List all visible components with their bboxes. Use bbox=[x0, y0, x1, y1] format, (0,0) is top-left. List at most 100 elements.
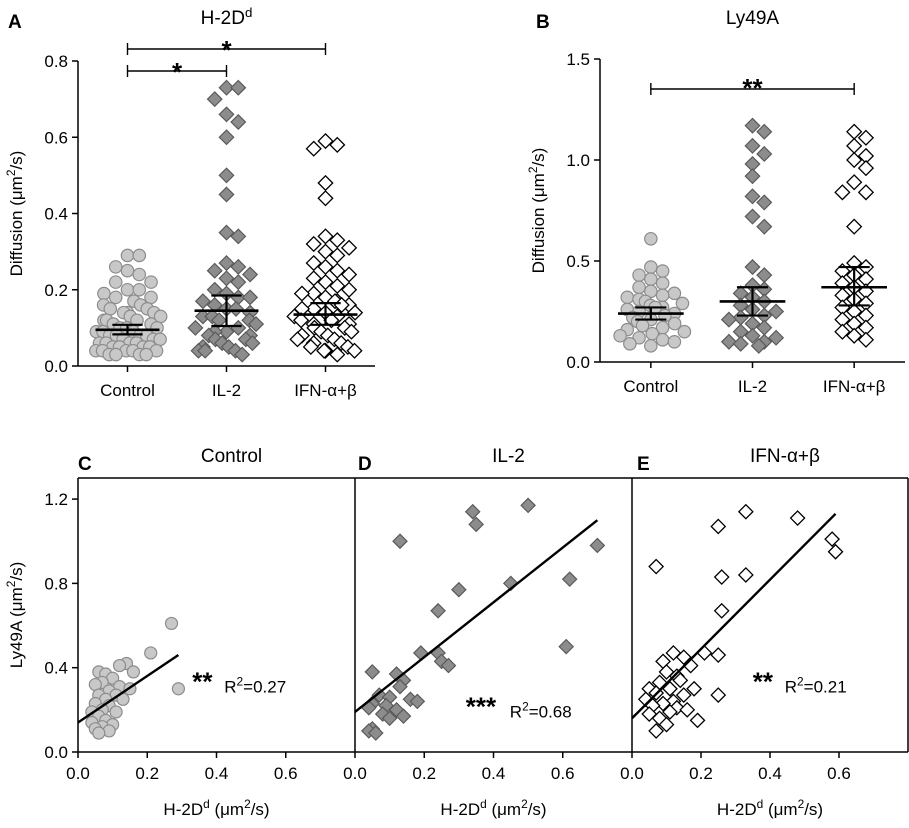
data-point bbox=[655, 332, 670, 347]
data-point bbox=[103, 302, 118, 316]
x-axis-label: H-2Dd (μm2/s) bbox=[440, 797, 546, 819]
data-point bbox=[658, 716, 675, 733]
x-tick-label: 0.4 bbox=[482, 764, 506, 783]
panel-d: 0.0 0.2 0.4 0.6H-2Dd (μm2/s)D IL-2*** R2=0.68 bbox=[343, 446, 632, 819]
data-point bbox=[756, 194, 773, 211]
x-tick-label: 0.4 bbox=[758, 764, 782, 783]
data-point bbox=[662, 704, 678, 720]
data-point bbox=[218, 270, 235, 287]
data-point bbox=[655, 695, 671, 712]
panel-title: H-2Dd bbox=[201, 5, 253, 30]
data-point bbox=[218, 255, 235, 272]
data-point bbox=[737, 503, 754, 520]
series-il-2 bbox=[719, 117, 786, 354]
correlation-axes: 0.0 0.4 0.8 1.2 Ly49A (μm2/s) bbox=[4, 490, 78, 762]
significance-label: ** bbox=[753, 666, 774, 696]
data-point bbox=[561, 571, 578, 588]
data-point bbox=[144, 275, 158, 289]
data-point bbox=[710, 518, 727, 535]
data-point bbox=[620, 290, 635, 305]
text-segment: R bbox=[785, 677, 797, 696]
data-point bbox=[433, 653, 450, 670]
data-point bbox=[648, 723, 665, 739]
y-axis-label: Diffusion (μm2/s) bbox=[4, 151, 26, 277]
data-point bbox=[846, 218, 863, 235]
series-ifn- bbox=[286, 132, 364, 363]
data-point bbox=[744, 137, 761, 154]
data-point bbox=[220, 338, 237, 355]
data-point bbox=[381, 710, 398, 727]
data-point bbox=[430, 602, 446, 619]
data-point bbox=[206, 91, 223, 108]
data-point bbox=[120, 263, 135, 278]
data-point bbox=[171, 682, 186, 696]
superscript: 2 bbox=[797, 674, 804, 688]
data-point bbox=[187, 319, 204, 336]
significance-label: *** bbox=[466, 692, 497, 722]
text-segment: (μm bbox=[210, 800, 244, 819]
data-point bbox=[218, 106, 235, 123]
data-point bbox=[210, 312, 228, 329]
data-point bbox=[677, 324, 692, 339]
series-control bbox=[613, 231, 692, 353]
superscript: d bbox=[245, 5, 252, 20]
data-point bbox=[364, 664, 381, 680]
series-ifn- bbox=[821, 123, 888, 348]
data-point bbox=[317, 190, 334, 207]
text-segment: =0.21 bbox=[804, 677, 847, 696]
data-point bbox=[710, 687, 727, 704]
data-point bbox=[109, 705, 123, 719]
y-tick-label: 0.4 bbox=[44, 659, 68, 678]
text-segment: Ly49A (μm bbox=[7, 587, 26, 668]
superscript: d bbox=[203, 797, 210, 811]
data-point bbox=[194, 293, 211, 310]
data-point bbox=[97, 286, 111, 301]
text-segment: =0.27 bbox=[243, 677, 286, 696]
panel-c: 0.0 0.2 0.4 0.6H-2Dd (μm2/s)C Control** R2=0.… bbox=[66, 446, 355, 819]
data-point bbox=[632, 280, 646, 295]
data-point bbox=[126, 665, 140, 679]
data-point bbox=[623, 337, 637, 351]
series-control bbox=[89, 248, 168, 362]
data-point bbox=[392, 678, 408, 695]
data-point bbox=[316, 342, 333, 359]
data-point bbox=[655, 276, 670, 291]
text-segment: H-2D bbox=[163, 800, 203, 819]
data-point bbox=[768, 303, 785, 320]
y-tick-label: 1.2 bbox=[44, 490, 68, 509]
superscript: 2 bbox=[237, 674, 244, 688]
data-point bbox=[218, 186, 235, 203]
text-segment: /s) bbox=[7, 151, 26, 170]
data-point bbox=[230, 274, 247, 291]
data-point bbox=[92, 726, 106, 740]
significance-label: ** bbox=[742, 73, 763, 103]
data-point bbox=[395, 708, 412, 725]
data-point bbox=[112, 658, 127, 673]
text-segment: (μm bbox=[763, 800, 797, 819]
data-point bbox=[164, 616, 179, 631]
data-point bbox=[756, 218, 773, 235]
data-point bbox=[846, 137, 863, 154]
data-point bbox=[242, 266, 259, 283]
data-point bbox=[655, 288, 670, 303]
data-point bbox=[737, 567, 754, 583]
panel-letter: D bbox=[358, 454, 372, 475]
superscript: 2 bbox=[521, 797, 528, 811]
data-point bbox=[827, 543, 844, 560]
data-point bbox=[632, 268, 646, 282]
data-point bbox=[641, 706, 658, 722]
y-tick-label: 0.6 bbox=[44, 128, 68, 147]
data-point bbox=[108, 275, 123, 289]
data-point bbox=[218, 79, 235, 96]
x-tick-label: IL-2 bbox=[738, 377, 767, 396]
x-tick-label: IL-2 bbox=[212, 381, 241, 400]
y-tick-label: 0.4 bbox=[44, 205, 68, 224]
data-point bbox=[667, 334, 682, 349]
data-point bbox=[672, 672, 689, 689]
data-point bbox=[502, 575, 519, 592]
text-segment: /s) bbox=[251, 800, 270, 819]
y-tick-label: 0.5 bbox=[566, 252, 590, 271]
data-point bbox=[644, 260, 658, 274]
data-point bbox=[108, 260, 123, 274]
data-point bbox=[392, 533, 408, 550]
